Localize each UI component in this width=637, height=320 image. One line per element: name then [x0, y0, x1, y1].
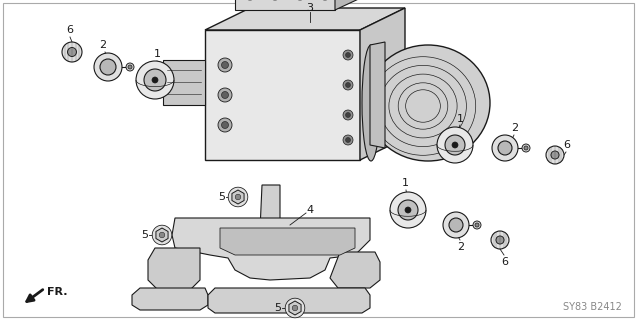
- Circle shape: [437, 127, 473, 163]
- Circle shape: [345, 83, 350, 87]
- Circle shape: [343, 80, 353, 90]
- Circle shape: [524, 146, 528, 150]
- Circle shape: [228, 187, 248, 207]
- Circle shape: [68, 47, 76, 57]
- Text: 2: 2: [512, 123, 519, 133]
- Circle shape: [449, 218, 463, 232]
- Text: 5: 5: [275, 303, 282, 313]
- Circle shape: [343, 110, 353, 120]
- Text: 4: 4: [306, 205, 313, 215]
- Circle shape: [491, 231, 509, 249]
- Polygon shape: [132, 288, 208, 310]
- Circle shape: [343, 50, 353, 60]
- Circle shape: [218, 88, 232, 102]
- Polygon shape: [208, 288, 370, 313]
- Circle shape: [452, 142, 458, 148]
- Polygon shape: [330, 252, 380, 288]
- Ellipse shape: [362, 45, 380, 161]
- Circle shape: [546, 146, 564, 164]
- Circle shape: [405, 207, 411, 213]
- Circle shape: [222, 92, 229, 99]
- Polygon shape: [205, 8, 405, 30]
- Circle shape: [218, 118, 232, 132]
- Polygon shape: [335, 0, 365, 10]
- Text: 3: 3: [306, 3, 313, 13]
- Text: 1: 1: [457, 114, 464, 124]
- Circle shape: [492, 135, 518, 161]
- Polygon shape: [370, 42, 385, 148]
- Circle shape: [218, 58, 232, 72]
- Text: 2: 2: [457, 242, 464, 252]
- Circle shape: [498, 141, 512, 155]
- Polygon shape: [163, 60, 205, 105]
- Text: 1: 1: [154, 49, 161, 59]
- Circle shape: [159, 232, 165, 238]
- Circle shape: [126, 63, 134, 71]
- Polygon shape: [360, 8, 405, 160]
- Polygon shape: [235, 0, 335, 10]
- Text: 1: 1: [401, 178, 408, 188]
- Polygon shape: [205, 30, 360, 160]
- Circle shape: [222, 61, 229, 68]
- Text: 2: 2: [99, 40, 106, 50]
- Circle shape: [152, 77, 158, 83]
- Circle shape: [496, 236, 504, 244]
- Polygon shape: [156, 228, 168, 242]
- Circle shape: [128, 65, 132, 69]
- Circle shape: [222, 122, 229, 129]
- Polygon shape: [172, 218, 370, 280]
- Text: SY83 B2412: SY83 B2412: [563, 302, 622, 312]
- Ellipse shape: [366, 45, 490, 161]
- Polygon shape: [260, 185, 295, 245]
- Text: 6: 6: [564, 140, 571, 150]
- Text: 5: 5: [141, 230, 148, 240]
- Circle shape: [522, 144, 530, 152]
- Circle shape: [443, 212, 469, 238]
- Polygon shape: [232, 190, 244, 204]
- Circle shape: [475, 223, 479, 227]
- Polygon shape: [148, 248, 200, 290]
- Circle shape: [473, 221, 481, 229]
- Circle shape: [136, 61, 174, 99]
- Circle shape: [144, 69, 166, 91]
- Circle shape: [285, 298, 304, 318]
- Circle shape: [390, 192, 426, 228]
- Circle shape: [94, 53, 122, 81]
- Circle shape: [152, 225, 172, 245]
- Circle shape: [345, 113, 350, 117]
- Text: 5: 5: [218, 192, 225, 202]
- Circle shape: [345, 52, 350, 58]
- Circle shape: [551, 151, 559, 159]
- Circle shape: [343, 135, 353, 145]
- Circle shape: [445, 135, 465, 155]
- Circle shape: [62, 42, 82, 62]
- Text: 6: 6: [501, 257, 508, 267]
- Circle shape: [100, 59, 116, 75]
- Text: 6: 6: [66, 25, 73, 35]
- Circle shape: [292, 305, 298, 311]
- Polygon shape: [220, 228, 355, 255]
- Circle shape: [398, 200, 418, 220]
- Circle shape: [345, 138, 350, 142]
- Circle shape: [235, 194, 241, 200]
- Text: FR.: FR.: [47, 287, 68, 297]
- Polygon shape: [289, 301, 301, 315]
